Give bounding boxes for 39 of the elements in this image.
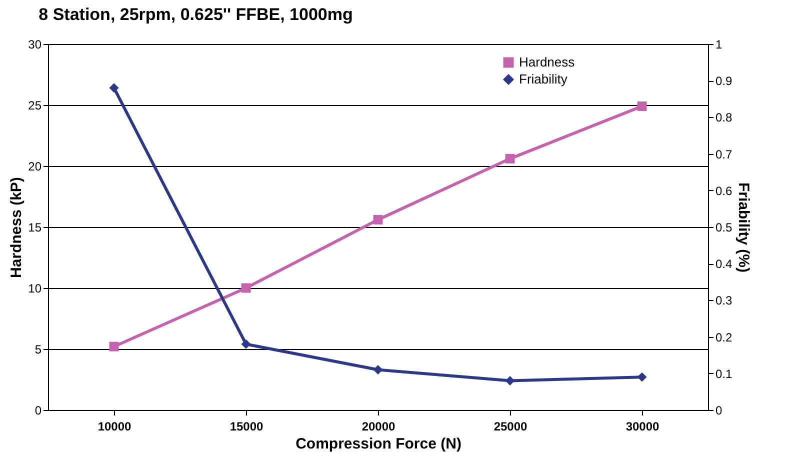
y2-tick-label: 0.5	[716, 220, 733, 234]
y2-tick-label: 0.6	[716, 184, 733, 198]
point	[505, 154, 515, 164]
y-tick-label: 0	[34, 404, 42, 418]
y-tick-label: 25	[28, 98, 42, 112]
point	[109, 342, 119, 352]
y2-tick-label: 1	[716, 38, 722, 52]
x-tick-label: 25000	[494, 420, 528, 434]
point	[637, 372, 647, 382]
y2-tick-label: 0.7	[716, 147, 733, 162]
y-tick-label: 20	[28, 160, 42, 174]
x-tick-label: 20000	[362, 420, 396, 434]
point	[373, 364, 383, 374]
y-tick-label: 30	[28, 38, 42, 52]
point	[505, 376, 515, 386]
y2-tick-label: 0.4	[716, 257, 733, 272]
y-axis-title: Hardness (kP)	[8, 177, 26, 278]
y2-axis-title: Friability (%)	[735, 182, 752, 273]
point	[637, 101, 647, 111]
legend-label: Friability	[519, 72, 568, 86]
y2-tick-label: 0	[716, 404, 722, 418]
x-tick-label: 30000	[626, 420, 660, 434]
x-tick-label: 10000	[98, 420, 132, 434]
y2-tick-label: 0.8	[716, 110, 733, 125]
x-tick-label: 15000	[230, 420, 264, 434]
y-tick-label: 5	[34, 342, 42, 356]
y-tick-label: 15	[28, 220, 42, 234]
point	[109, 83, 119, 93]
y-tick-label: 10	[28, 282, 42, 296]
y2-tick-label: 0.3	[716, 294, 733, 308]
x-axis-title: Compression Force (N)	[296, 436, 462, 452]
legend-label: Hardness	[519, 54, 576, 70]
point	[241, 283, 251, 293]
point	[373, 214, 383, 224]
point	[241, 339, 251, 349]
y2-tick-label: 0.2	[716, 330, 733, 344]
y2-tick-label: 0.1	[716, 366, 733, 381]
y2-tick-label: 0.9	[716, 74, 733, 88]
chart-title: 8 Station, 25rpm, 0.625'' FFBE, 1000mg	[38, 5, 353, 24]
